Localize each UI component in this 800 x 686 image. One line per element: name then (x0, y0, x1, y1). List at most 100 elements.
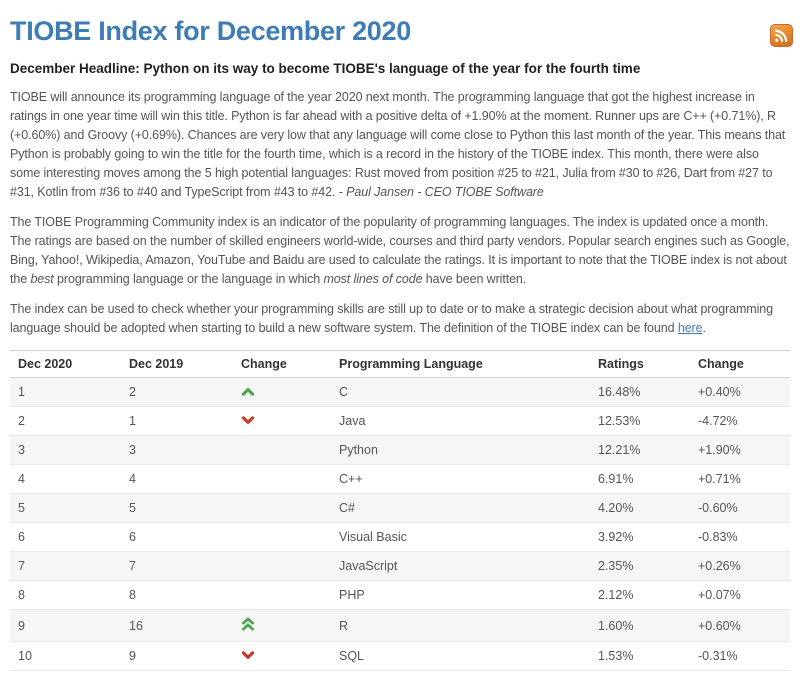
header-change-position: Change (233, 350, 331, 378)
language-cell: Visual Basic (331, 522, 590, 552)
intro-attribution: Paul Jansen - CEO TIOBE Software (346, 185, 544, 199)
change-value-cell: +0.40% (690, 377, 790, 407)
page-title: TIOBE Index for December 2020 (10, 16, 411, 46)
table-header-row: Dec 2020 Dec 2019 Change Programming Lan… (10, 350, 790, 378)
language-cell: PHP (331, 580, 590, 610)
table-row: 6 6 Visual Basic 3.92% -0.83% (10, 522, 790, 552)
rank-2019-cell: 8 (121, 580, 233, 610)
rss-feed-icon[interactable] (770, 24, 793, 47)
header-programming-language: Programming Language (331, 350, 590, 378)
language-cell: JavaScript (331, 551, 590, 581)
rank-2019-cell: 3 (121, 435, 233, 465)
rank-2020-cell: 6 (10, 522, 121, 552)
rank-2020-cell: 4 (10, 464, 121, 494)
chevron-up-icon (241, 387, 255, 396)
rank-2020-cell: 2 (10, 406, 121, 436)
table-row: 2 1 Java 12.53% -4.72% (10, 406, 790, 436)
rank-2019-cell: 1 (121, 406, 233, 436)
rank-2019-cell: 4 (121, 464, 233, 494)
ratings-cell: 2.35% (590, 551, 690, 581)
about-italic-lines: most lines of code (323, 272, 423, 286)
about-text-3: have been written. (422, 272, 527, 286)
intro-text: TIOBE will announce its programming lang… (10, 90, 786, 199)
change-value-cell: -0.83% (690, 522, 790, 552)
rss-waves-glyph (775, 29, 788, 42)
change-icon-cell (233, 551, 331, 581)
change-icon-cell (233, 406, 331, 436)
about-index-paragraph: The TIOBE Programming Community index is… (10, 213, 790, 289)
ratings-cell: 12.53% (590, 406, 690, 436)
definition-link[interactable]: here (677, 321, 703, 335)
rank-2020-cell: 10 (10, 641, 121, 671)
tiobe-index-page: TIOBE Index for December 2020 December H… (0, 16, 800, 671)
change-value-cell: +0.71% (690, 464, 790, 494)
table-row: 7 7 JavaScript 2.35% +0.26% (10, 551, 790, 581)
language-cell: R (331, 609, 590, 642)
table-row: 9 16 R 1.60% +0.60% (10, 609, 790, 642)
about-italic-best: best (30, 272, 54, 286)
table-row: 3 3 Python 12.21% +1.90% (10, 435, 790, 465)
change-icon-cell (233, 609, 331, 642)
change-icon-cell (233, 522, 331, 552)
usage-text: The index can be used to check whether y… (10, 302, 773, 335)
about-text-2: programming language or the language in … (53, 272, 324, 286)
change-value-cell: +0.07% (690, 580, 790, 610)
change-value-cell: -0.60% (690, 493, 790, 523)
rank-2020-cell: 8 (10, 580, 121, 610)
chevron-down-icon (241, 416, 255, 425)
rank-2019-cell: 2 (121, 377, 233, 407)
chevron-down-icon (241, 651, 255, 660)
change-icon-cell (233, 464, 331, 494)
usage-paragraph: The index can be used to check whether y… (10, 300, 790, 338)
ratings-cell: 1.60% (590, 609, 690, 642)
header-dec-2019: Dec 2019 (121, 350, 233, 378)
table-row: 5 5 C# 4.20% -0.60% (10, 493, 790, 523)
rank-2020-cell: 5 (10, 493, 121, 523)
rank-2020-cell: 1 (10, 377, 121, 407)
about-text-1: The TIOBE Programming Community index is… (10, 215, 790, 286)
ratings-cell: 4.20% (590, 493, 690, 523)
ratings-cell: 1.53% (590, 641, 690, 671)
change-value-cell: +0.60% (690, 609, 790, 642)
table-row: 4 4 C++ 6.91% +0.71% (10, 464, 790, 494)
rank-2019-cell: 5 (121, 493, 233, 523)
tiobe-index-table: Dec 2020 Dec 2019 Change Programming Lan… (10, 350, 790, 671)
change-value-cell: -4.72% (690, 406, 790, 436)
language-cell: C++ (331, 464, 590, 494)
headline: December Headline: Python on its way to … (10, 61, 641, 76)
rank-2019-cell: 6 (121, 522, 233, 552)
language-cell: Python (331, 435, 590, 465)
language-cell: C# (331, 493, 590, 523)
language-cell: Java (331, 406, 590, 436)
language-cell: SQL (331, 641, 590, 671)
table-row: 8 8 PHP 2.12% +0.07% (10, 580, 790, 610)
ratings-cell: 3.92% (590, 522, 690, 552)
ratings-cell: 2.12% (590, 580, 690, 610)
rank-2020-cell: 3 (10, 435, 121, 465)
header-change-ratings: Change (690, 350, 790, 378)
table-row: 1 2 C 16.48% +0.40% (10, 377, 790, 407)
rank-2020-cell: 7 (10, 551, 121, 581)
double-chevron-up-icon (241, 617, 255, 631)
usage-text-end: . (702, 321, 706, 335)
change-value-cell: +0.26% (690, 551, 790, 581)
ratings-cell: 6.91% (590, 464, 690, 494)
change-icon-cell (233, 641, 331, 671)
table-row: 10 9 SQL 1.53% -0.31% (10, 641, 790, 671)
rank-2019-cell: 16 (121, 609, 233, 642)
change-icon-cell (233, 580, 331, 610)
change-value-cell: +1.90% (690, 435, 790, 465)
change-icon-cell (233, 493, 331, 523)
language-cell: C (331, 377, 590, 407)
change-icon-cell (233, 435, 331, 465)
change-value-cell: -0.31% (690, 641, 790, 671)
index-table-body: 1 2 C 16.48% +0.40% 2 1 Java 12.53% -4.72% 3 3 Pytho… (10, 377, 790, 671)
rank-2019-cell: 7 (121, 551, 233, 581)
header-ratings: Ratings (590, 350, 690, 378)
change-icon-cell (233, 377, 331, 407)
intro-paragraph: TIOBE will announce its programming lang… (10, 88, 790, 202)
ratings-cell: 12.21% (590, 435, 690, 465)
ratings-cell: 16.48% (590, 377, 690, 407)
rank-2020-cell: 9 (10, 609, 121, 642)
rank-2019-cell: 9 (121, 641, 233, 671)
